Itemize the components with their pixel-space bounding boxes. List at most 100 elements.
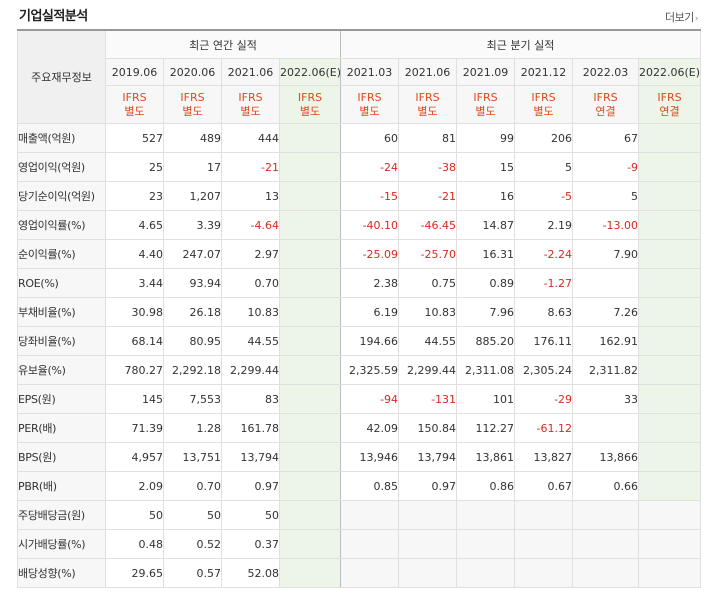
- value-cell: 4.40: [105, 239, 164, 269]
- empty-cell: [398, 500, 458, 530]
- row-label: ROE(%): [17, 268, 106, 298]
- value-cell: [278, 442, 342, 472]
- value-cell: [638, 442, 702, 472]
- value-cell: 17: [163, 152, 222, 182]
- empty-cell: [456, 558, 516, 588]
- value-cell: -40.10: [340, 210, 400, 240]
- quarter-period-4: 2022.03: [572, 58, 640, 86]
- value-cell: [278, 123, 342, 153]
- value-cell: 780.27: [105, 355, 164, 385]
- value-cell: 444: [221, 123, 280, 153]
- row-label: 부채비율(%): [17, 297, 106, 327]
- value-cell: 0.97: [221, 471, 280, 501]
- value-cell: 44.55: [221, 326, 280, 356]
- value-cell: [278, 558, 342, 588]
- annual-period-2: 2021.06: [221, 58, 280, 86]
- annual-header: 최근 연간 실적: [104, 29, 342, 59]
- value-cell: [278, 326, 342, 356]
- value-cell: 50: [163, 500, 222, 530]
- value-cell: [278, 500, 342, 530]
- value-cell: 13,946: [340, 442, 400, 472]
- value-cell: 15: [456, 152, 516, 182]
- empty-cell: [514, 500, 574, 530]
- quarter-standard-3: IFRS 별도: [514, 85, 574, 124]
- table-row: BPS(원) 4,957 13,751 13,794 13,946 13,794 13,86…: [17, 442, 702, 472]
- value-cell: 71.39: [105, 413, 164, 443]
- value-cell: 25: [105, 152, 164, 182]
- empty-cell: [638, 500, 702, 530]
- row-label: 당기순이익(억원): [17, 181, 106, 211]
- value-cell: 23: [105, 181, 164, 211]
- empty-cell: [456, 500, 516, 530]
- value-cell: -25.09: [340, 239, 400, 269]
- value-cell: 2,311.82: [572, 355, 640, 385]
- value-cell: 176.11: [514, 326, 574, 356]
- value-cell: 0.52: [163, 529, 222, 559]
- table-row: 부채비율(%) 30.98 26.18 10.83 6.19 10.83 7.96 8.63 7…: [17, 297, 702, 327]
- value-cell: 16: [456, 181, 516, 211]
- quarter-period-2: 2021.09: [456, 58, 516, 86]
- value-cell: 13,751: [163, 442, 222, 472]
- value-cell: [278, 529, 342, 559]
- value-cell: [278, 297, 342, 327]
- value-cell: [638, 471, 702, 501]
- table-row: 주당배당금(원) 50 50 50: [17, 500, 702, 530]
- empty-cell: [398, 558, 458, 588]
- value-cell: 247.07: [163, 239, 222, 269]
- quarter-period-5: 2022.06(E): [638, 58, 702, 86]
- quarter-standard-1: IFRS 별도: [398, 85, 458, 124]
- value-cell: 13,827: [514, 442, 574, 472]
- value-cell: 30.98: [105, 297, 164, 327]
- value-cell: [278, 268, 342, 298]
- value-cell: [638, 123, 702, 153]
- value-cell: 1.28: [163, 413, 222, 443]
- value-cell: 527: [105, 123, 164, 153]
- value-cell: 7.96: [456, 297, 516, 327]
- row-label: 영업이익률(%): [17, 210, 106, 240]
- value-cell: 145: [105, 384, 164, 414]
- row-label: 순이익률(%): [17, 239, 106, 269]
- value-cell: -38: [398, 152, 458, 182]
- empty-cell: [572, 529, 640, 559]
- value-cell: 50: [105, 500, 164, 530]
- empty-cell: [456, 529, 516, 559]
- value-cell: 161.78: [221, 413, 280, 443]
- value-cell: 6.19: [340, 297, 400, 327]
- empty-cell: [398, 529, 458, 559]
- table-row: PER(배) 71.39 1.28 161.78 42.09 150.84 112.27 -6…: [17, 413, 702, 443]
- row-label: 주당배당금(원): [17, 500, 106, 530]
- value-cell: -21: [398, 181, 458, 211]
- value-cell: 0.66: [572, 471, 640, 501]
- value-cell: 0.97: [398, 471, 458, 501]
- value-cell: 5: [514, 152, 574, 182]
- value-cell: 2,311.08: [456, 355, 516, 385]
- more-link-label: 더보기: [665, 11, 694, 24]
- value-cell: 44.55: [398, 326, 458, 356]
- section-title: 기업실적분석: [19, 9, 88, 24]
- value-cell: 0.86: [456, 471, 516, 501]
- quarter-standard-2: IFRS 별도: [456, 85, 516, 124]
- value-cell: 13,794: [398, 442, 458, 472]
- value-cell: -94: [340, 384, 400, 414]
- value-cell: 50: [221, 500, 280, 530]
- value-cell: 0.89: [456, 268, 516, 298]
- table-row: 시가배당률(%) 0.48 0.52 0.37: [17, 529, 702, 559]
- table-row: EPS(원) 145 7,553 83 -94 -131 101 -29 33: [17, 384, 702, 414]
- value-cell: 0.37: [221, 529, 280, 559]
- more-link[interactable]: 더보기›: [665, 9, 699, 25]
- annual-period-3: 2022.06(E): [278, 58, 342, 86]
- value-cell: [278, 181, 342, 211]
- value-cell: 2,299.44: [221, 355, 280, 385]
- value-cell: 5: [572, 181, 640, 211]
- empty-cell: [340, 558, 400, 588]
- value-cell: -4.64: [221, 210, 280, 240]
- value-cell: 99: [456, 123, 516, 153]
- value-cell: 112.27: [456, 413, 516, 443]
- value-cell: 2,325.59: [340, 355, 400, 385]
- value-cell: 7.26: [572, 297, 640, 327]
- annual-standard-0: IFRS 별도: [105, 85, 164, 124]
- value-cell: -5: [514, 181, 574, 211]
- table-row: PBR(배) 2.09 0.70 0.97 0.85 0.97 0.86 0.67 0.66: [17, 471, 702, 501]
- empty-cell: [514, 529, 574, 559]
- value-cell: 206: [514, 123, 574, 153]
